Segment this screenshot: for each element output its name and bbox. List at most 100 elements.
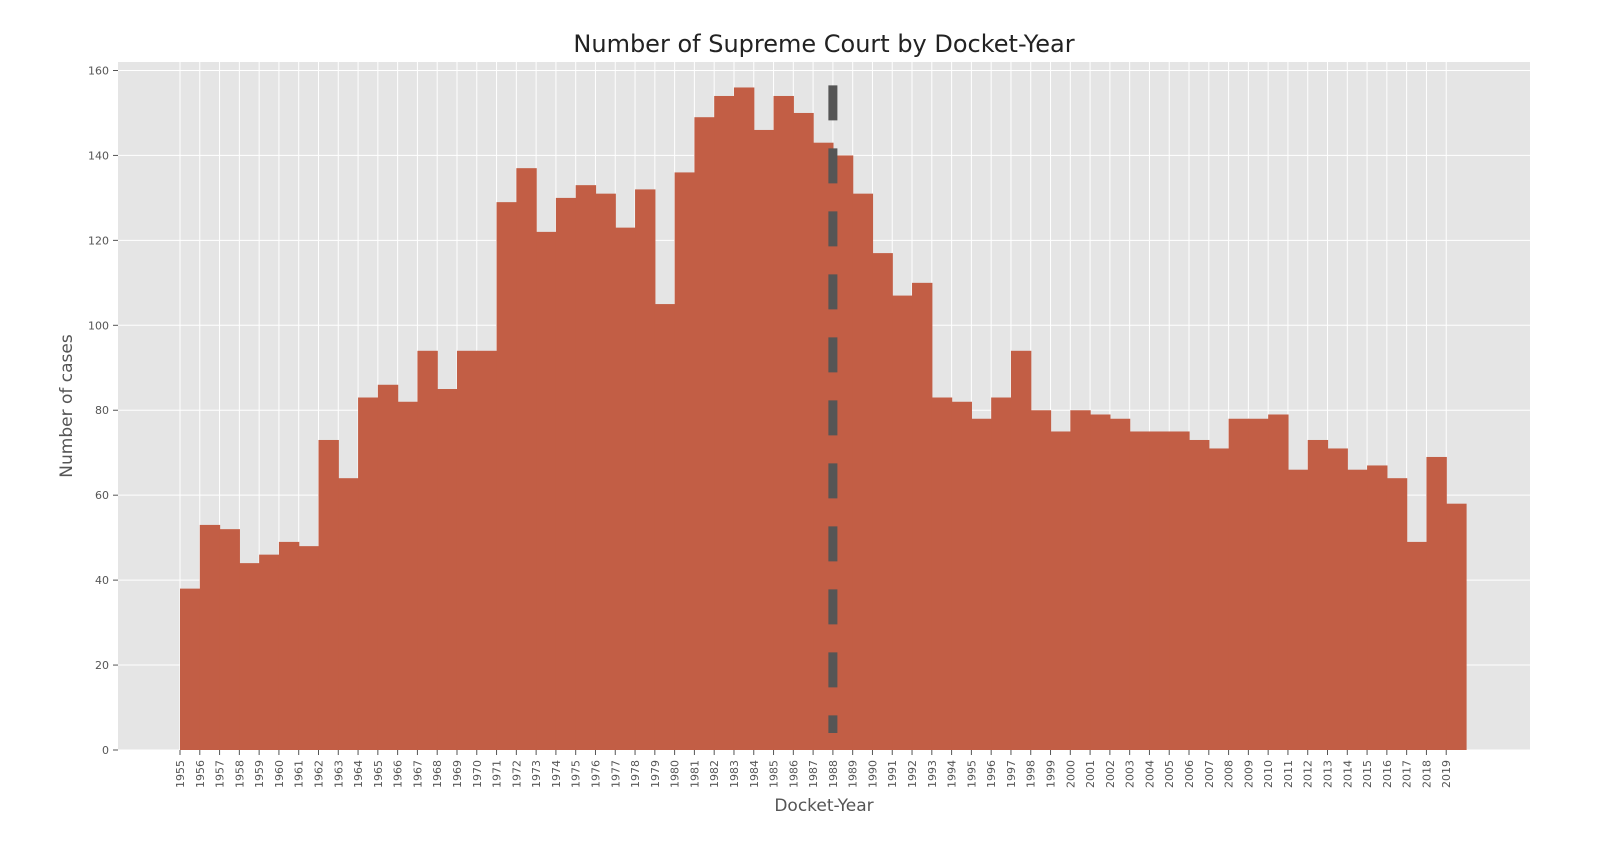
bar-2018: [1426, 456, 1447, 750]
bar-1965: [377, 384, 399, 750]
x-tick-label: 1985: [768, 760, 781, 788]
x-tick-label: 1956: [194, 760, 207, 788]
x-tick-label: 2017: [1401, 760, 1414, 788]
x-tick-label: 2009: [1242, 760, 1255, 788]
x-tick-label: 2016: [1381, 760, 1394, 788]
bar-2006: [1189, 439, 1210, 750]
bar-1961: [298, 546, 320, 750]
x-tick-label: 2012: [1302, 760, 1315, 788]
bar-1989: [852, 193, 874, 751]
x-tick-label: 2005: [1163, 760, 1176, 788]
x-tick-label: 2001: [1084, 760, 1097, 788]
x-tick-label: 2007: [1203, 760, 1216, 788]
bar-1980: [674, 172, 695, 751]
bar-1969: [456, 350, 478, 750]
x-tick-label: 2013: [1322, 760, 1335, 788]
y-tick-label: 160: [88, 64, 109, 77]
x-tick-label: 1957: [214, 760, 227, 788]
x-tick-label: 1983: [728, 760, 741, 788]
x-tick-label: 1980: [669, 760, 682, 788]
x-tick-label: 1961: [293, 760, 306, 788]
bar-2009: [1248, 418, 1269, 750]
x-tick-label: 2010: [1262, 760, 1275, 788]
bar-1984: [753, 129, 775, 750]
x-tick-label: 1958: [233, 760, 246, 788]
x-tick-label: 1972: [510, 760, 523, 788]
x-tick-label: 1966: [392, 760, 405, 788]
x-tick-label: 1979: [649, 760, 662, 788]
bar-2011: [1287, 469, 1309, 750]
bar-1974: [555, 197, 577, 750]
bar-2012: [1307, 439, 1329, 750]
y-tick-label: 80: [95, 404, 109, 417]
x-tick-label: 1996: [985, 760, 998, 788]
x-tick-label: 1976: [589, 760, 602, 788]
x-tick-label: 1964: [352, 760, 365, 788]
x-tick-label: 2008: [1223, 760, 1236, 788]
bar-2017: [1406, 541, 1428, 750]
bar-2000: [1070, 410, 1091, 750]
bar-1981: [694, 117, 715, 750]
bar-2013: [1327, 448, 1348, 750]
x-tick-label: 1965: [372, 760, 385, 788]
x-tick-label: 1973: [530, 760, 543, 788]
x-tick-label: 2000: [1064, 760, 1077, 788]
bar-1998: [1030, 410, 1052, 750]
bar-2010: [1268, 414, 1289, 750]
bar-1988: [832, 155, 854, 750]
bar-1992: [912, 282, 933, 750]
bar-1985: [773, 95, 794, 750]
bar-1972: [516, 168, 537, 750]
x-tick-label: 1977: [609, 760, 622, 788]
x-tick-label: 1975: [570, 760, 583, 788]
bar-1977: [615, 227, 636, 750]
bar-1968: [437, 389, 458, 750]
x-tick-label: 1982: [708, 760, 721, 788]
x-tick-label: 1968: [431, 760, 444, 788]
bar-1956: [199, 524, 221, 750]
bar-2016: [1386, 478, 1408, 750]
bar-2008: [1228, 418, 1249, 750]
x-tick-label: 2015: [1361, 760, 1374, 788]
bars: [180, 87, 1467, 751]
bar-2003: [1129, 431, 1151, 750]
x-tick-label: 2019: [1440, 760, 1453, 788]
x-tick-label: 2004: [1143, 760, 1156, 788]
x-tick-label: 1992: [906, 760, 919, 788]
x-tick-label: 1955: [174, 760, 187, 788]
x-tick-label: 1959: [253, 760, 266, 788]
y-tick-label: 60: [95, 489, 109, 502]
bar-1957: [219, 529, 240, 750]
bar-1976: [595, 193, 616, 751]
bar-1967: [417, 350, 438, 750]
bar-1982: [714, 95, 735, 750]
bar-1986: [793, 112, 814, 751]
chart-title: Number of Supreme Court by Docket-Year: [573, 30, 1074, 58]
bar-2015: [1367, 465, 1388, 750]
x-axis-label: Docket-Year: [774, 796, 873, 816]
bar-2007: [1208, 448, 1230, 750]
y-tick-label: 120: [88, 234, 109, 247]
x-tick-label: 1971: [491, 760, 504, 788]
y-tick-label: 140: [88, 149, 109, 162]
bar-1955: [180, 588, 201, 750]
x-tick-label: 1986: [787, 760, 800, 788]
x-tick-label: 1993: [926, 760, 939, 788]
bar-1995: [971, 418, 992, 750]
x-tick-label: 1995: [965, 760, 978, 788]
bar-2002: [1109, 418, 1131, 750]
bar-1975: [575, 185, 597, 750]
bar-1962: [318, 439, 339, 750]
x-tick-label: 1967: [411, 760, 424, 788]
x-tick-label: 2018: [1420, 760, 1433, 788]
y-tick-label: 100: [88, 319, 109, 332]
bar-1994: [951, 401, 972, 750]
x-tick-label: 2003: [1124, 760, 1137, 788]
x-tick-label: 2014: [1341, 760, 1354, 788]
bar-1979: [654, 304, 676, 750]
bar-2005: [1169, 431, 1190, 750]
bar-1966: [397, 401, 419, 750]
x-tick-label: 1970: [471, 760, 484, 788]
x-tick-label: 1998: [1025, 760, 1038, 788]
